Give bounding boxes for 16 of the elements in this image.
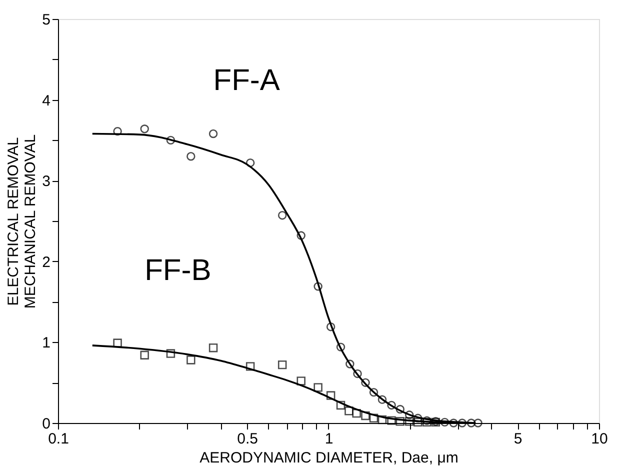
y-tick-label: 1 [42,334,50,352]
y-tick-label: 3 [42,173,50,190]
x-tick-label: 1 [324,430,334,448]
x-axis-title: AERODYNAMIC DIAMETER, Dae, μm [200,450,458,466]
y-tick-label: 2 [42,254,50,271]
y-tick-label: 5 [42,12,50,28]
x-tick-label: 0.5 [237,430,258,448]
x-tick-label: 10 [591,430,608,448]
text: MECHANICAL REMOVAL [22,134,40,309]
series-label: FF-A [213,64,280,97]
x-tick-label: 0.1 [48,430,69,448]
series-label: FF-B [144,254,212,288]
y-tick-label: 4 [42,92,50,110]
x-tick-label: 5 [514,430,522,448]
y-tick-label: 0 [42,416,50,432]
text: ELECTRICAL REMOVAL [5,137,22,306]
